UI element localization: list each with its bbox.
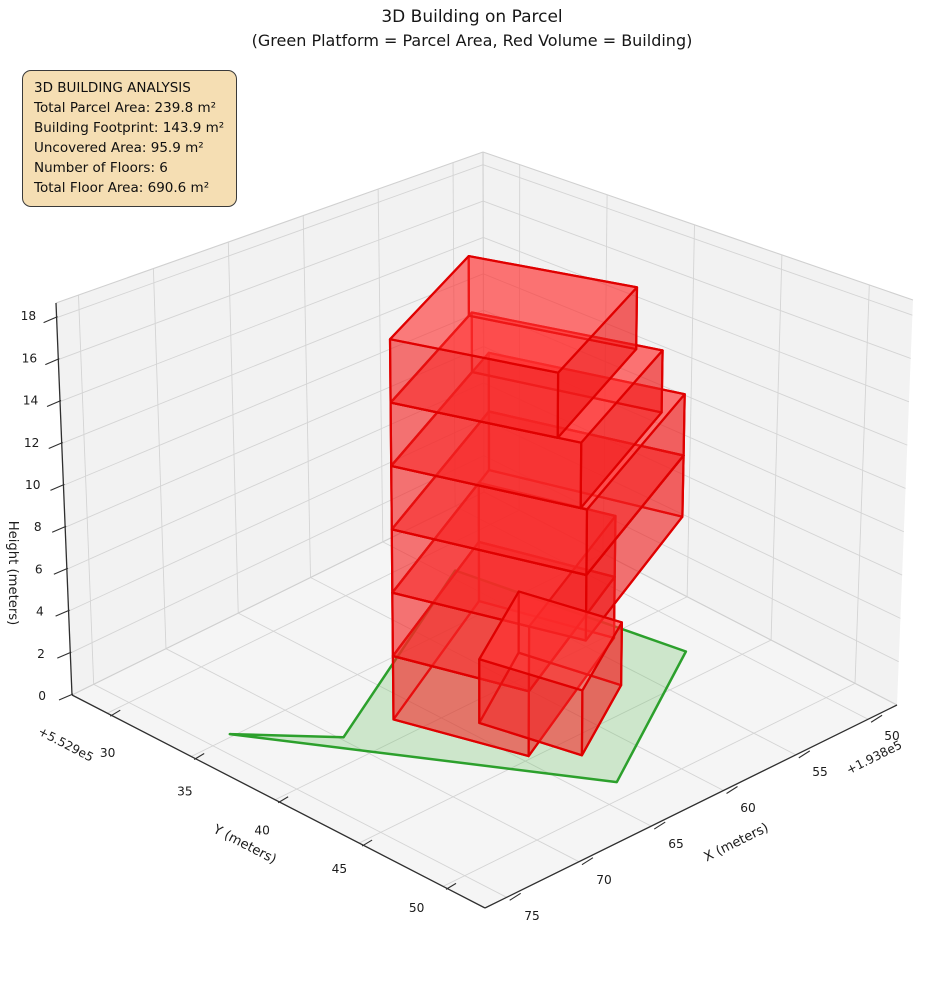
ground-annex-top bbox=[478, 590, 624, 692]
y-tick-label: 35 bbox=[177, 785, 193, 799]
building-volume bbox=[388, 255, 686, 758]
pane-edges bbox=[55, 151, 914, 706]
info-line-parcel-area: Total Parcel Area: 239.8 m² bbox=[34, 100, 217, 116]
y-tick-label: 30 bbox=[100, 746, 116, 760]
x-tick-label: 50 bbox=[884, 729, 900, 743]
info-line-total-floor-area: Total Floor Area: 690.6 m² bbox=[34, 180, 210, 196]
z-tick-label: 18 bbox=[21, 309, 37, 323]
info-line-uncovered-area: Uncovered Area: 95.9 m² bbox=[34, 140, 204, 156]
y-tick-label: 40 bbox=[254, 823, 270, 837]
z-tick-label: 6 bbox=[35, 562, 43, 576]
analysis-info-box: 3D BUILDING ANALYSIS Total Parcel Area: … bbox=[22, 70, 238, 207]
info-line-building-footprint: Building Footprint: 143.9 m² bbox=[34, 120, 225, 136]
building-floor-6 bbox=[388, 255, 639, 439]
chart-title: 3D Building on Parcel bbox=[381, 7, 563, 27]
x-tick-label: 60 bbox=[740, 801, 756, 815]
z-tick-label: 4 bbox=[36, 605, 44, 619]
info-line-number-of-floors: Number of Floors: 6 bbox=[34, 160, 168, 176]
z-axis-label: Height (meters) bbox=[5, 521, 20, 626]
grid-lines bbox=[56, 162, 913, 898]
y-axis-offset-text: +5.529e5 bbox=[36, 724, 96, 764]
z-tick-label: 8 bbox=[34, 520, 42, 534]
x-axis-offset-text: +1.938e5 bbox=[844, 738, 904, 777]
axis-lines bbox=[55, 302, 898, 909]
x-tick-label: 70 bbox=[596, 873, 612, 887]
tick-labels: 50 55 60 65 70 75 30 35 40 45 50 0 2 4 6 8 10 12 14 16 18 bbox=[21, 309, 900, 923]
z-tick-label: 12 bbox=[24, 436, 40, 450]
x-tick-label: 75 bbox=[524, 909, 540, 923]
right-wall-pane bbox=[483, 152, 913, 705]
floor-pane bbox=[72, 492, 897, 908]
floor-6-top bbox=[388, 255, 639, 374]
x-tick-label: 65 bbox=[668, 837, 684, 851]
z-tick-label: 0 bbox=[38, 689, 46, 703]
y-tick-label: 45 bbox=[332, 862, 348, 876]
tick-marks bbox=[43, 316, 883, 901]
x-tick-label: 55 bbox=[812, 765, 828, 779]
info-box-title: 3D BUILDING ANALYSIS bbox=[34, 80, 191, 96]
y-tick-label: 50 bbox=[409, 901, 425, 915]
z-tick-label: 14 bbox=[23, 394, 39, 408]
building-ground-annex bbox=[478, 590, 624, 757]
z-tick-label: 2 bbox=[37, 647, 45, 661]
z-tick-label: 10 bbox=[25, 478, 41, 492]
z-tick-label: 16 bbox=[22, 351, 38, 365]
x-axis-label: X (meters) bbox=[702, 821, 771, 866]
chart-subtitle: (Green Platform = Parcel Area, Red Volum… bbox=[251, 31, 693, 50]
